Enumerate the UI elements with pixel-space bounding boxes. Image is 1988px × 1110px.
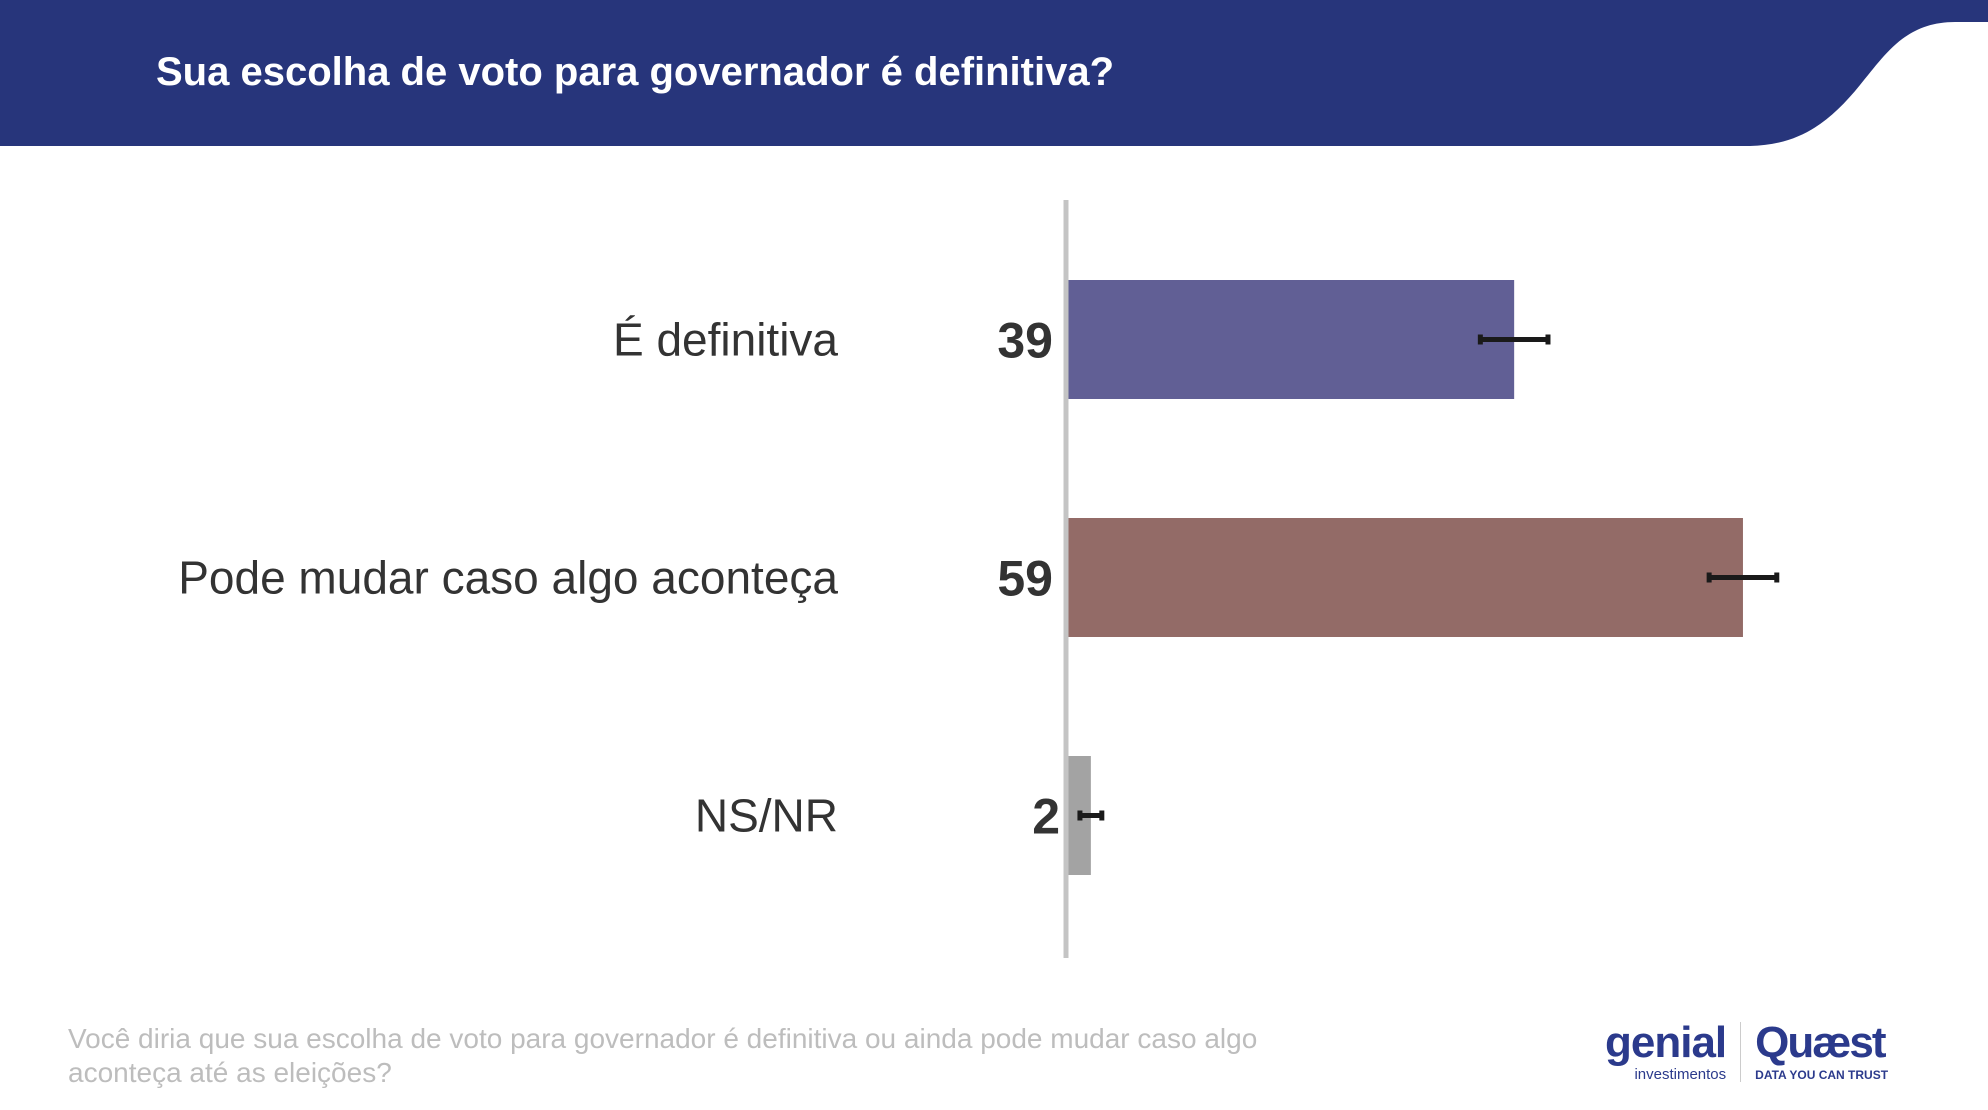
bar-chart: É definitiva 39 Pode mudar caso algo acont… [178,200,1780,958]
value-label: 2 [1032,789,1060,845]
genial-logo-sub: investimentos [1634,1066,1727,1083]
value-label: 39 [997,313,1053,369]
error-cap [1706,572,1712,583]
category-label: NS/NR [695,790,838,842]
page-title: Sua escolha de voto para governador é de… [156,50,1115,94]
error-cap [1545,334,1551,345]
quaest-logo-group: Quæst DATA YOU CAN TRUST [1755,1020,1888,1084]
bar [1068,280,1515,399]
question-footnote: Você diria que sua escolha de voto para … [68,1023,1258,1088]
logo-divider [1740,1022,1742,1082]
logos: genial investimentos Quæst DATA YOU CAN … [1605,1016,1888,1088]
category-label: É definitiva [613,314,838,366]
header-banner [0,0,1988,146]
genial-logo-group: genial investimentos [1605,1018,1727,1084]
value-label: 59 [997,551,1053,607]
category-label: Pode mudar caso algo aconteça [178,552,838,604]
quaest-logo-sub: DATA YOU CAN TRUST [1755,1068,1889,1082]
error-cap [1774,572,1780,583]
bar [1068,518,1743,637]
error-cap [1099,810,1105,821]
error-cap [1477,334,1483,345]
quaest-logo: Quæst [1755,1018,1886,1067]
genial-logo: genial [1605,1018,1727,1067]
error-cap [1077,810,1083,821]
